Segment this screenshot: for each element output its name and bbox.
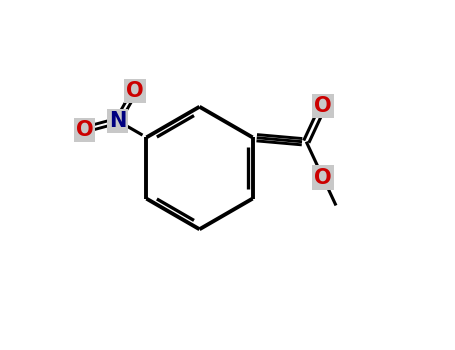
Text: O: O (126, 81, 144, 101)
Text: O: O (314, 168, 332, 188)
Text: O: O (314, 96, 332, 116)
Text: N: N (109, 111, 126, 131)
Text: O: O (76, 120, 93, 140)
